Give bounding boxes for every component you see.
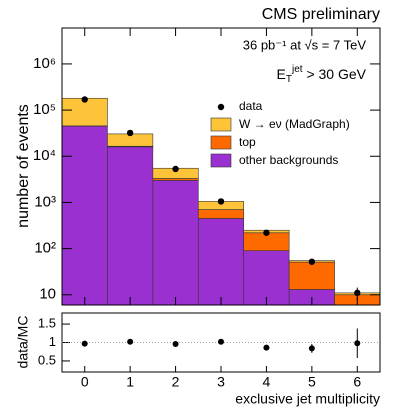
legend-label: data (239, 99, 263, 113)
ratio-y-axis-label: data/MC (15, 316, 31, 369)
x-tick-label: 3 (217, 374, 225, 390)
x-tick-label: 2 (172, 374, 180, 390)
cut-label: ETjet > 30 GeV (277, 64, 367, 85)
ratio-point (354, 340, 361, 347)
data-point (81, 96, 88, 103)
x-tick-label: 1 (126, 374, 134, 390)
data-point (217, 198, 225, 205)
legend-swatch (210, 117, 232, 132)
cut-rest: > 30 GeV (303, 66, 367, 82)
legend-label: other backgrounds (239, 153, 338, 167)
histogram-bar (107, 146, 154, 306)
x-tick-label: 5 (308, 374, 316, 390)
legend-marker (217, 103, 225, 111)
ratio-y-tick-label: 1 (49, 334, 56, 349)
cut-sub: T (286, 74, 292, 85)
legend-label: top (239, 135, 256, 149)
cut-e: E (277, 66, 286, 82)
data-point (172, 165, 179, 173)
ratio-y-tick-label: 1.5 (38, 316, 56, 331)
histogram-bar (243, 250, 290, 306)
ratio-point (172, 340, 179, 347)
y-tick-label: 10² (34, 240, 56, 257)
cut-sup: jet (291, 64, 303, 75)
histogram-bar (152, 180, 199, 306)
ratio-point (263, 344, 270, 351)
legend-swatch (210, 153, 232, 168)
ratio-point (127, 338, 134, 345)
ratio-y-tick-label: 0.5 (38, 352, 56, 367)
histogram-bar (197, 218, 245, 306)
ratio-point (218, 338, 224, 345)
x-axis-label: exclusive jet multiplicity (235, 391, 380, 407)
y-tick-label: 10⁶ (33, 55, 56, 72)
legend-swatch (210, 135, 232, 150)
y-axis-label: number of events (15, 104, 32, 228)
legend-label: W → eν (MadGraph) (239, 117, 350, 131)
annotation: 36 pb⁻¹ at √s = 7 TeV (243, 37, 367, 52)
histogram-bar (197, 209, 245, 219)
data-point (126, 129, 134, 137)
data-point (263, 229, 270, 236)
y-tick-label: 10 (39, 286, 56, 303)
ratio-point (308, 345, 315, 352)
chart-title: CMS preliminary (262, 6, 380, 23)
y-tick-label: 10³ (34, 193, 56, 210)
x-tick-label: 4 (263, 374, 271, 390)
data-point (308, 258, 316, 265)
histogram-bar (288, 261, 335, 290)
y-tick-label: 10⁴ (33, 147, 56, 164)
histogram-bar (61, 125, 108, 306)
ratio-point (81, 340, 88, 347)
data-point (354, 289, 361, 297)
y-tick-label: 10⁵ (33, 101, 56, 118)
x-tick-label: 6 (353, 374, 361, 390)
x-tick-label: 0 (81, 374, 89, 390)
